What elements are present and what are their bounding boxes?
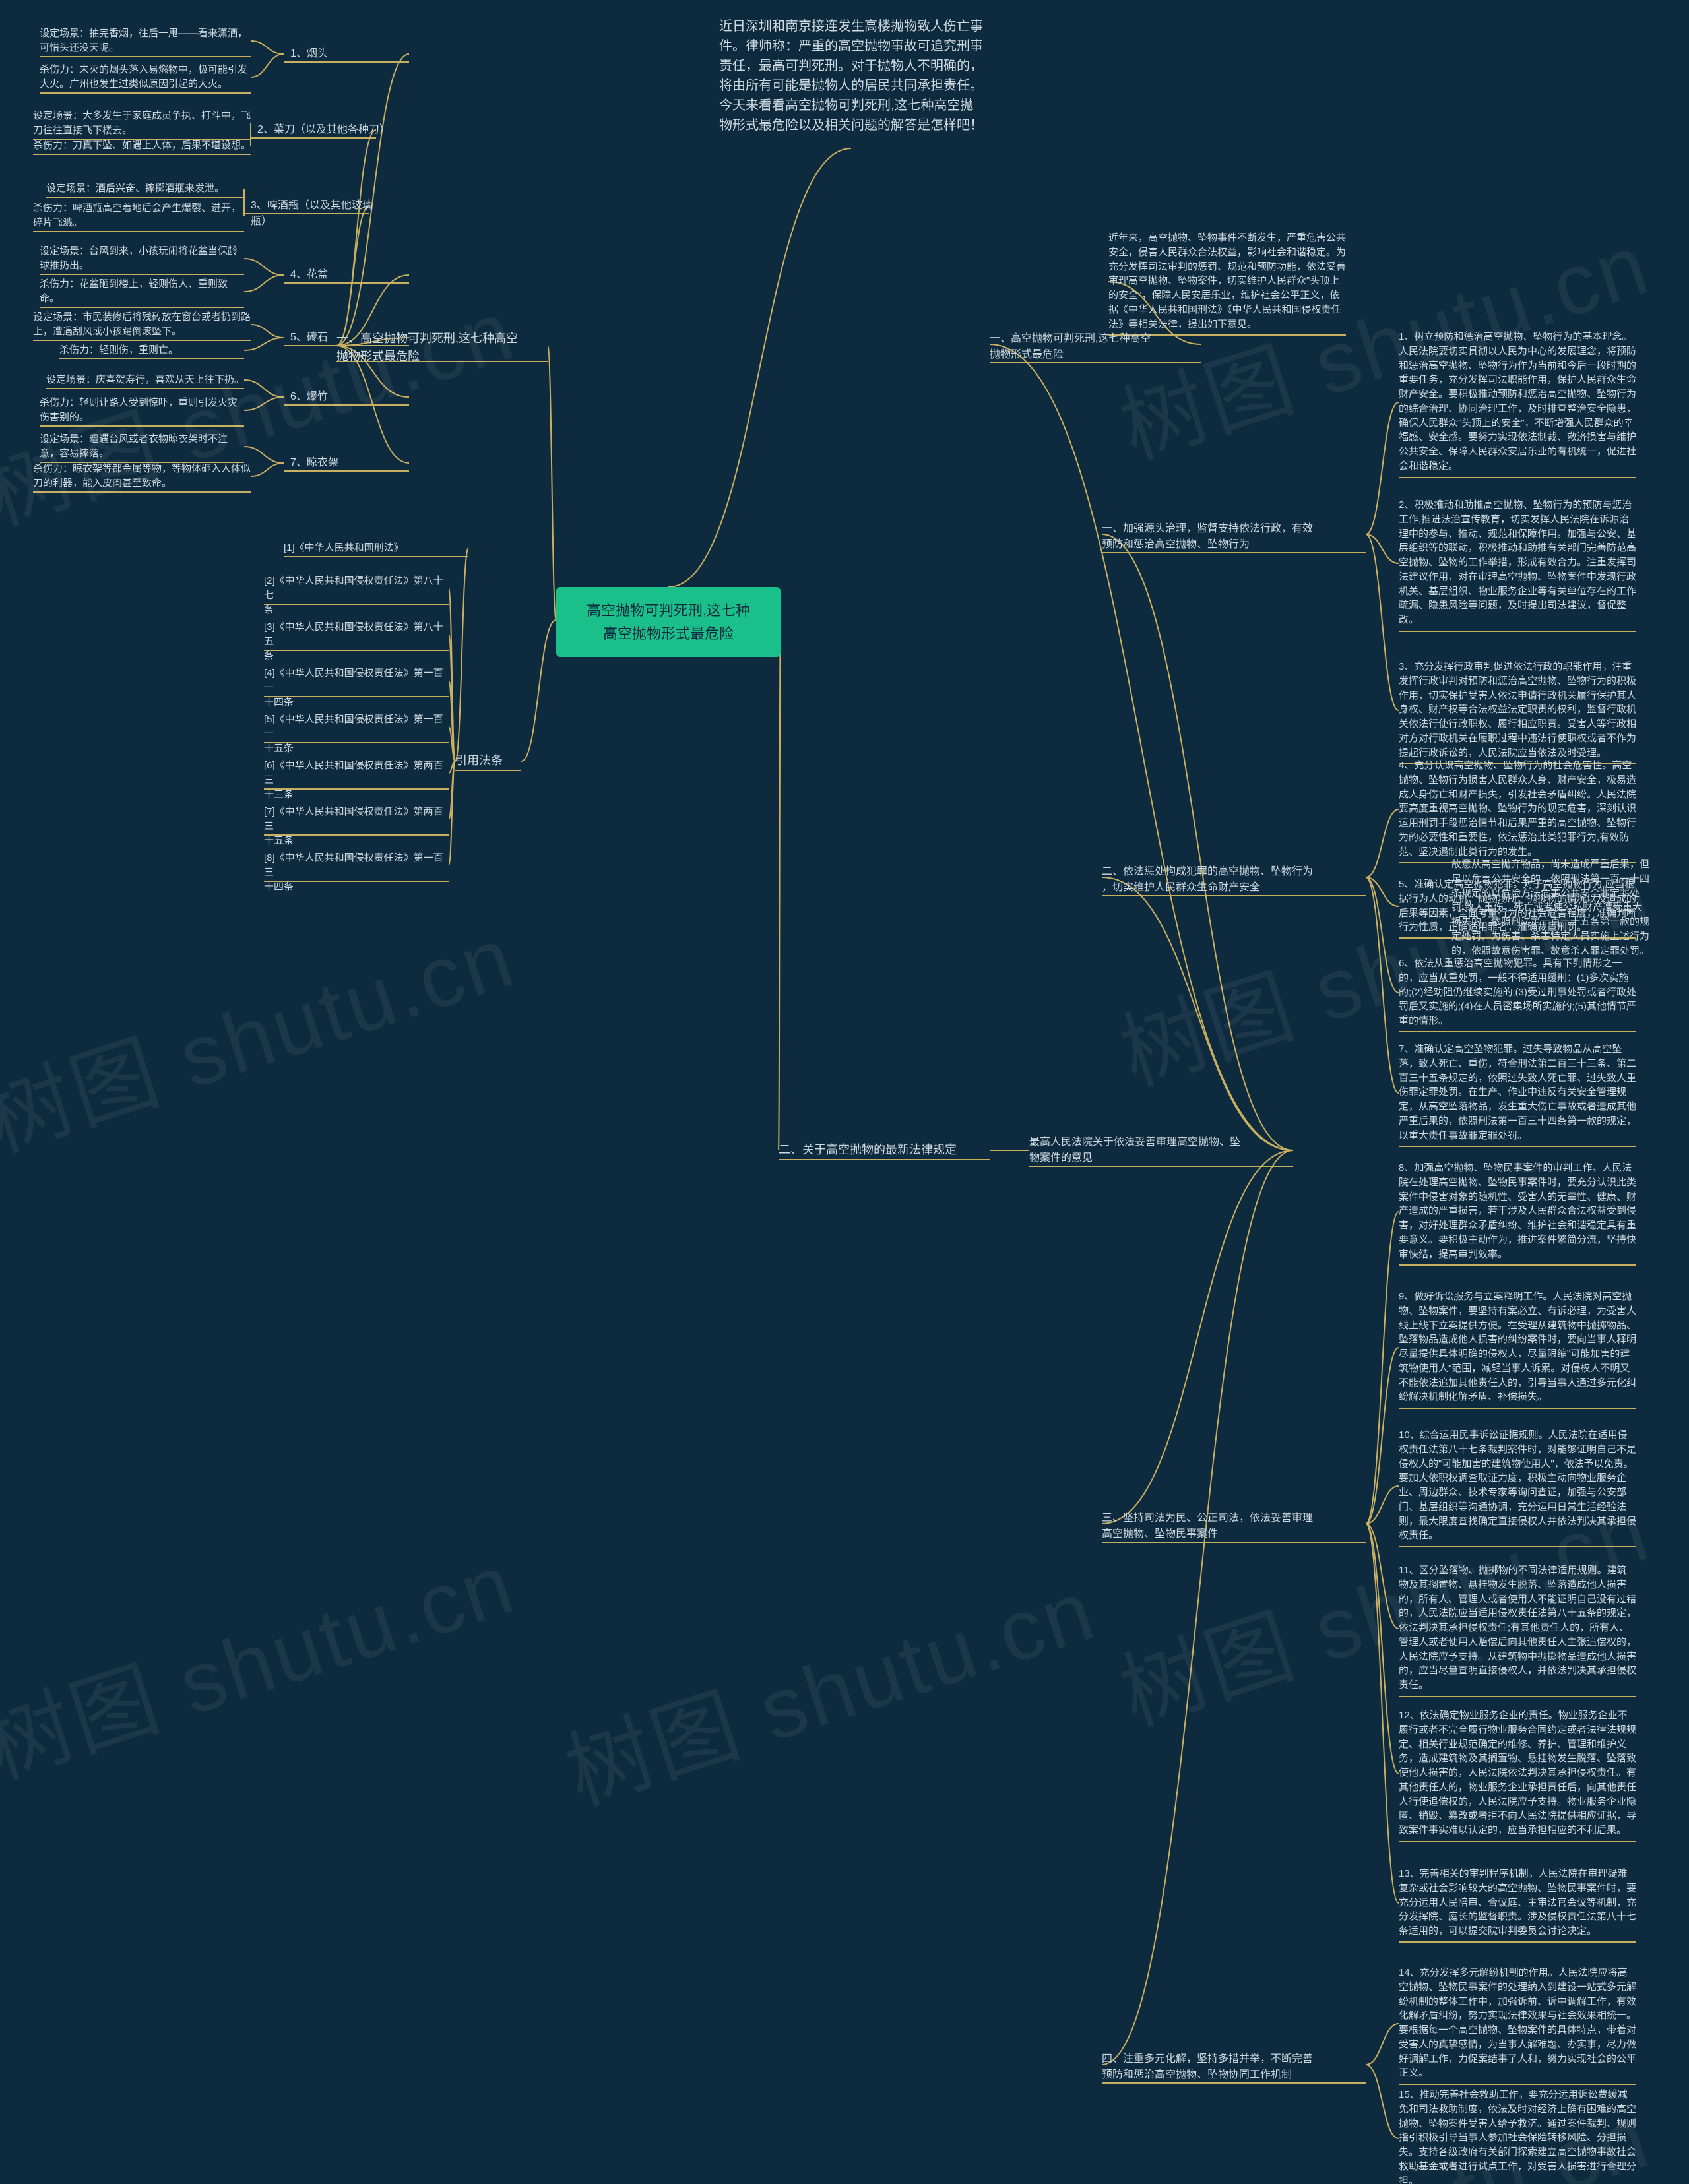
right-leaf-3-2: 10、综合运用民事诉讼证据规则。人民法院在适用侵权责任法第八十七条裁判案件时，对… <box>1399 1428 1636 1543</box>
left-scene-0-1: 杀伤力：未灭的烟头落入易燃物中，极可能引发大火。广州也发生过类似原因引起的大火。 <box>40 63 251 92</box>
left-scene-2-1: 杀伤力：啤酒瓶高空着地后会产生爆裂、迸开，碎片飞溅。 <box>33 201 244 230</box>
right-leaf-2-3: 7、准确认定高空坠物犯罪。过失导致物品从高空坠落，致人死亡、重伤，符合刑法第二百… <box>1399 1042 1636 1142</box>
left-scene-2-0: 设定场景：酒后兴奋、摔掷酒瓶来发泄。 <box>46 181 244 196</box>
left-scene-1-0: 设定场景：大多发生于家庭成员争执、打斗中，飞刀往往直接飞下楼去。 <box>33 109 251 138</box>
right-leaf-4-0: 14、充分发挥多元解纷机制的作用。人民法院应将高空抛物、坠物民事案件的处理纳入到… <box>1399 1966 1636 2080</box>
left-scene-4-0: 设定场景：市民装修后将残砖放在窗台或者扔到路上，遭遇刮风或小孩踢倒滚坠下。 <box>33 310 251 339</box>
right-leaf-2-0: 4、充分认识高空抛物、坠物行为的社会危害性。高空抛物、坠物行为损害人民群众人身、… <box>1399 759 1636 859</box>
right-leaf-3-3: 11、区分坠落物、抛掷物的不同法律适用规则。建筑物及其搁置物、悬挂物发生脱落、坠… <box>1399 1563 1636 1693</box>
left-num-5: 6、爆竹 <box>290 389 422 405</box>
right-branch-3: 三、坚持司法为民、公正司法，依法妥善审理高空抛物、坠物民事案件 <box>1102 1511 1366 1542</box>
law-item-5: [6]《中华人民共和国侵权责任法》第两百三十三条 <box>264 759 449 801</box>
right-leaf-1-2: 3、充分发挥行政审判促进依法行政的职能作用。注重发挥行政审判对预防和惩治高空抛物… <box>1399 660 1636 760</box>
right-branch-0: 一、高空抛物可判死刑,这七种高空抛物形式最危险 <box>990 331 1201 363</box>
law-item-6: [7]《中华人民共和国侵权责任法》第两百三十五条 <box>264 805 449 848</box>
right-l2: 二、关于高空抛物的最新法律规定 <box>779 1141 990 1159</box>
watermark: 树图 shutu.cn <box>0 1514 528 1802</box>
left-scene-3-1: 杀伤力：花盆砸到楼上，轻则伤人、重则致命。 <box>40 277 244 306</box>
watermark: 树图 shutu.cn <box>0 888 528 1175</box>
left-scene-5-1: 杀伤力：轻则让路人受到惊吓，重则引发火灾伤害别的。 <box>40 396 244 425</box>
left-num-1: 2、菜刀（以及其他各种刀） <box>257 122 389 138</box>
left-scene-1-1: 杀伤力：刀真下坠、如遇上人体，后果不堪设想。 <box>33 139 251 153</box>
mindmap-canvas: 树图 shutu.cn树图 shutu.cn树图 shutu.cn树图 shut… <box>0 0 1689 2184</box>
root-node: 高空抛物可判死刑,这七种高空抛物形式最危险 <box>556 587 781 657</box>
right-leaf-3-0: 8、加强高空抛物、坠物民事案件的审判工作。人民法院在处理高空抛物、坠物民事案件时… <box>1399 1161 1636 1261</box>
left-num-0: 1、烟头 <box>290 46 422 62</box>
right-l2-child: 最高人民法院关于依法妥善审理高空抛物、坠物案件的意见 <box>1029 1135 1293 1166</box>
left-num-3: 4、花盆 <box>290 267 422 283</box>
left-scene-0-0: 设定场景：抽完香烟，往后一甩——看来潇洒，可惜头还没天呢。 <box>40 26 251 55</box>
right-leaf-3-1: 9、做好诉讼服务与立案释明工作。人民法院对高空抛物、坠物案件，要坚持有案必立、有… <box>1399 1290 1636 1404</box>
law-item-3: [4]《中华人民共和国侵权责任法》第一百一十四条 <box>264 666 449 709</box>
intro-text: 近日深圳和南京接连发生高楼抛物致人伤亡事件。律师称：严重的高空抛物事故可追究刑事… <box>719 16 983 135</box>
law-item-4: [5]《中华人民共和国侵权责任法》第一百一十五条 <box>264 712 449 755</box>
left-scene-5-0: 设定场景：庆喜贺寿行，喜欢从天上往下扔。 <box>46 373 244 387</box>
law-item-7: [8]《中华人民共和国侵权责任法》第一百三十四条 <box>264 851 449 894</box>
right-leaf-1-1: 2、积极推动和助推高空抛物、坠物行为的预防与惩治工作,推进法治宣传教育，切实发挥… <box>1399 498 1636 627</box>
left-num-2: 3、啤酒瓶（以及其他玻璃瓶） <box>251 198 383 230</box>
right-leaf-4-1: 15、推动完善社会救助工作。要充分运用诉讼费缓减免和司法救助制度，依法及时对经济… <box>1399 2088 1636 2184</box>
right-leaf-3-4: 12、依法确定物业服务企业的责任。物业服务企业不履行或者不完全履行物业服务合同约… <box>1399 1708 1636 1838</box>
left-scene-3-0: 设定场景：台风到来，小孩玩闹将花盆当保龄球推扔出。 <box>40 244 244 273</box>
right-branch-4: 四、注重多元化解，坚持多措并举，不断完善预防和惩治高空抛物、坠物协同工作机制 <box>1102 2051 1366 2083</box>
right-leaf-1-0: 1、树立预防和惩治高空抛物、坠物行为的基本理念。人民法院要切实贯彻以人民为中心的… <box>1399 330 1636 474</box>
right-extra-2: 故意从高空抛弃物品，尚未造成严重后果，但足以危害公共安全的，依照刑法第一百一十四… <box>1451 858 1649 958</box>
right-leaf-3-5: 13、完善相关的审判程序机制。人民法院在审理疑难复杂或社会影响较大的高空抛物、坠… <box>1399 1867 1636 1939</box>
left-scene-6-1: 杀伤力：晾衣架等都金属等物，等物体砸入人体似刀的利器，能入皮肉甚至致命。 <box>33 462 251 491</box>
right-branch-1: 一、加强源头治理，监督支持依法行政，有效预防和惩治高空抛物、坠物行为 <box>1102 521 1366 553</box>
left-scene-4-1: 杀伤力：轻则伤，重则亡。 <box>59 343 244 358</box>
left-num-4: 5、砖石 <box>290 330 422 346</box>
right-branch-2: 二、依法惩处构成犯罪的高空抛物、坠物行为，切实维护人民群众生命财产安全 <box>1102 864 1366 896</box>
law-item-2: [3]《中华人民共和国侵权责任法》第八十五条 <box>264 620 449 663</box>
watermark: 树图 shutu.cn <box>548 1541 1108 1828</box>
left-laws: 引用法条 <box>455 752 521 770</box>
left-num-6: 7、晾衣架 <box>290 455 422 471</box>
right-leaf-2-2: 6、依法从重惩治高空抛物犯罪。具有下列情形之一的，应当从重处罚，一般不得适用缓刑… <box>1399 956 1636 1028</box>
law-item-0: [1]《中华人民共和国刑法》 <box>284 541 468 555</box>
right-leaf-0-0: 近年来，高空抛物、坠物事件不断发生，严重危害公共安全，侵害人民群众合法权益，影响… <box>1108 231 1346 331</box>
left-scene-6-0: 设定场景：遭遇台风或者衣物晾衣架时不注意，容易摔落。 <box>40 432 244 461</box>
law-item-1: [2]《中华人民共和国侵权责任法》第八十七条 <box>264 574 449 617</box>
